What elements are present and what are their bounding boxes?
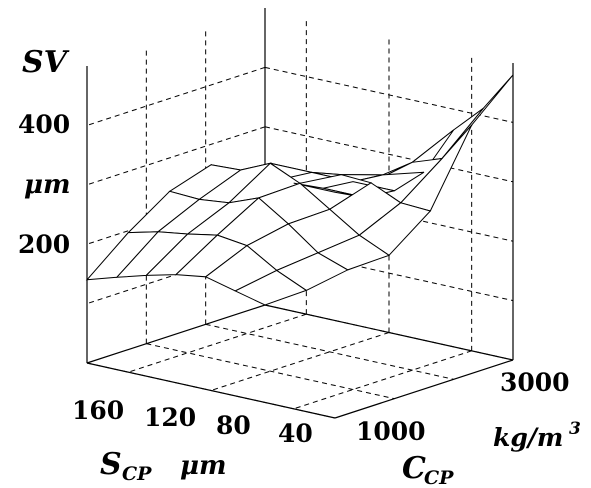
z-tick-label: 400: [18, 110, 70, 139]
grid-line: [86, 362, 336, 419]
grid-line: [128, 313, 307, 373]
z-axis-unit: μm: [24, 170, 71, 200]
x-axis-label: S: [100, 447, 122, 482]
grid-line: [86, 66, 266, 126]
surface-cell: [85, 231, 160, 281]
surface-cell: [234, 269, 308, 306]
surface-mesh: [85, 74, 514, 306]
y-tick-label: 1000: [356, 417, 426, 446]
z-axis-label: SV: [22, 45, 70, 80]
grid-line: [86, 126, 266, 186]
z-tick-label: 200: [18, 230, 70, 259]
grid-line: [205, 323, 454, 380]
x-tick-label: 160: [72, 396, 124, 425]
x-tick-label: 40: [278, 419, 313, 448]
y-axis-label-sub: CP: [424, 467, 454, 488]
y-tick-label: 3000: [500, 368, 570, 397]
grid-line: [146, 343, 395, 400]
x-tick-label: 80: [216, 411, 251, 440]
grid-line: [264, 66, 514, 123]
x-tick-label: 120: [144, 403, 196, 432]
y-axis-unit-sup: 3: [569, 419, 581, 439]
box-edge: [86, 304, 266, 364]
y-axis-unit: kg/m: [493, 423, 563, 452]
box-edge: [334, 359, 514, 419]
x-axis-unit: μm: [180, 451, 227, 481]
grid-line: [210, 332, 390, 391]
y-axis-label: C: [402, 451, 426, 486]
grid-line: [264, 304, 514, 361]
grid-line: [293, 350, 472, 410]
grid-line: [264, 245, 514, 302]
grid-line: [264, 126, 514, 183]
x-axis-label-sub: CP: [122, 463, 152, 485]
